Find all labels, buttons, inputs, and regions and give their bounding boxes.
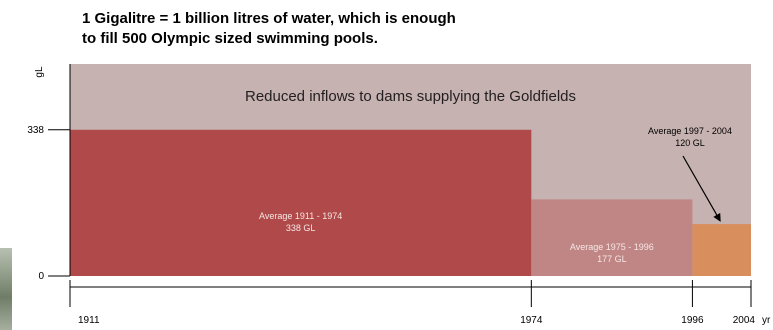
x-axis-label: yr — [762, 315, 771, 326]
x-tick-label-1911: 1911 — [78, 315, 100, 326]
bar-1974-1996 — [531, 199, 692, 276]
x-tick-label-1974: 1974 — [520, 315, 543, 326]
bar-label-1911-1974-value: 338 GL — [286, 223, 316, 233]
x-tick-label-2004: 2004 — [733, 315, 756, 326]
bar-label-1974-1996-period: Average 1975 - 1996 — [570, 242, 654, 252]
bar-label-1974-1996-value: 177 GL — [597, 254, 627, 264]
y-axis-label: gL — [34, 66, 45, 78]
y-tick-label-338: 338 — [27, 125, 44, 136]
bar-label-1996-2004-period: Average 1997 - 2004 — [648, 126, 732, 136]
bar-label-1911-1974-period: Average 1911 - 1974 — [259, 211, 342, 221]
x-tick-label-1996: 1996 — [681, 315, 704, 326]
bar-1996-2004 — [692, 224, 751, 276]
bar-1911-1974 — [70, 130, 531, 276]
y-tick-label-0: 0 — [38, 271, 44, 282]
chart-title: Reduced inflows to dams supplying the Go… — [245, 88, 576, 105]
bar-label-1996-2004-value: 120 GL — [675, 138, 705, 148]
